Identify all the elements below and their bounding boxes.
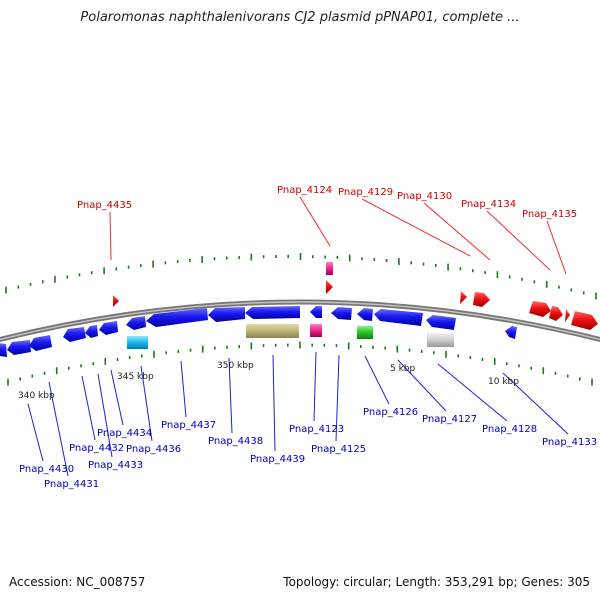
gene-arrow[interactable]	[565, 309, 570, 322]
gene-label-pnap-4438[interactable]: Pnap_4438	[208, 436, 263, 447]
forward-strand-genes	[113, 262, 598, 330]
colored-genes	[127, 324, 454, 349]
gene-block-green[interactable]	[357, 326, 373, 339]
gene-label-pnap-4437[interactable]: Pnap_4437	[161, 420, 216, 431]
leader-line	[81, 375, 96, 441]
leader-line	[423, 202, 491, 261]
gene-arrow[interactable]	[0, 343, 7, 357]
gene-arrow[interactable]	[99, 321, 118, 335]
leader-line	[109, 211, 112, 261]
gene-block-grey[interactable]	[427, 333, 454, 347]
gene-arrow[interactable]	[357, 308, 373, 321]
gene-label-pnap-4430[interactable]: Pnap_4430	[19, 464, 74, 475]
gene-arrow[interactable]	[473, 292, 490, 307]
gene-label-pnap-4124[interactable]: Pnap_4124	[277, 185, 332, 196]
summary-text: Topology: circular; Length: 353,291 bp; …	[283, 575, 590, 589]
gene-arrow[interactable]	[208, 307, 245, 322]
leader-line	[140, 365, 153, 442]
gene-label-pnap-4434[interactable]: Pnap_4434	[97, 428, 152, 439]
leader-line	[397, 359, 447, 412]
gene-label-pnap-4439[interactable]: Pnap_4439	[250, 454, 305, 465]
gene-label-pnap-4435[interactable]: Pnap_4435	[77, 200, 132, 211]
gene-block-olive[interactable]	[246, 324, 299, 338]
gene-arrow[interactable]	[326, 280, 333, 294]
reverse-gene-labels: Pnap_4430 Pnap_4431 Pnap_4432 Pnap_4433 …	[19, 407, 597, 490]
leader-line	[228, 357, 233, 434]
leader-line	[437, 363, 508, 422]
leader-line	[299, 196, 331, 247]
leader-line	[361, 198, 471, 257]
gene-arrow[interactable]	[331, 307, 352, 320]
leader-line	[364, 355, 390, 405]
gene-arrow[interactable]	[426, 315, 456, 330]
leader-line	[335, 354, 340, 442]
leader-line	[546, 220, 567, 275]
gene-arrow[interactable]	[460, 291, 467, 304]
map-title: Polaromonas naphthalenivorans CJ2 plasmi…	[80, 10, 520, 25]
gene-block-pink[interactable]	[326, 262, 333, 275]
gene-label-pnap-4127[interactable]: Pnap_4127	[422, 414, 477, 425]
gene-label-pnap-4128[interactable]: Pnap_4128	[482, 424, 537, 435]
gene-arrow[interactable]	[85, 325, 98, 338]
gene-block-pink[interactable]	[310, 324, 322, 337]
leader-lines	[27, 196, 569, 477]
gene-arrow[interactable]	[310, 306, 322, 318]
outer-tick-ring	[5, 253, 597, 300]
scale-label: 5 kbp	[390, 364, 416, 374]
leader-line	[110, 369, 124, 426]
leader-line	[486, 210, 551, 271]
scale-label: 350 kbp	[217, 361, 254, 371]
leader-line	[272, 354, 276, 452]
gene-label-pnap-4432[interactable]: Pnap_4432	[69, 443, 124, 454]
scale-labels: 340 kbp 345 kbp 350 kbp 5 kbp 10 kbp	[18, 361, 519, 401]
plasmid-backbone-highlight	[0, 301, 600, 341]
gene-arrow[interactable]	[113, 295, 119, 307]
gene-arrow[interactable]	[29, 335, 52, 351]
gene-label-pnap-4133[interactable]: Pnap_4133	[542, 437, 597, 448]
leader-line	[27, 403, 44, 462]
gene-arrow[interactable]	[505, 326, 517, 339]
gene-arrow[interactable]	[7, 340, 31, 355]
leader-line	[180, 360, 187, 418]
gene-arrow[interactable]	[374, 309, 423, 326]
gene-label-pnap-4436[interactable]: Pnap_4436	[126, 444, 181, 455]
gene-label-pnap-4126[interactable]: Pnap_4126	[363, 407, 418, 418]
gene-label-pnap-4123[interactable]: Pnap_4123	[289, 424, 344, 435]
inner-tick-ring	[7, 341, 593, 386]
scale-label: 345 kbp	[117, 372, 154, 382]
leader-line	[502, 372, 569, 435]
gene-arrow[interactable]	[126, 316, 146, 330]
gene-label-pnap-4130[interactable]: Pnap_4130	[397, 191, 452, 202]
gene-arrow[interactable]	[571, 311, 598, 330]
gene-arrow[interactable]	[529, 301, 551, 317]
forward-gene-labels: Pnap_4435 Pnap_4124 Pnap_4129 Pnap_4130 …	[77, 185, 577, 220]
gene-arrow[interactable]	[549, 306, 563, 321]
gene-arrow[interactable]	[146, 308, 208, 327]
accession-text: Accession: NC_008757	[9, 575, 146, 589]
leader-line	[313, 351, 317, 422]
gene-label-pnap-4125[interactable]: Pnap_4125	[311, 444, 366, 455]
scale-label: 340 kbp	[18, 391, 55, 401]
gene-arrow[interactable]	[245, 306, 300, 319]
gene-label-pnap-4431[interactable]: Pnap_4431	[44, 479, 99, 490]
gene-block-cyan[interactable]	[127, 336, 148, 349]
reverse-strand-genes	[0, 306, 517, 357]
gene-arrow[interactable]	[63, 327, 86, 342]
gene-label-pnap-4134[interactable]: Pnap_4134	[461, 199, 516, 210]
leader-line	[97, 373, 113, 458]
leader-line	[48, 381, 69, 477]
scale-label: 10 kbp	[488, 377, 519, 387]
gene-label-pnap-4433[interactable]: Pnap_4433	[88, 460, 143, 471]
gene-label-pnap-4135[interactable]: Pnap_4135	[522, 209, 577, 220]
gene-label-pnap-4129[interactable]: Pnap_4129	[338, 187, 393, 198]
